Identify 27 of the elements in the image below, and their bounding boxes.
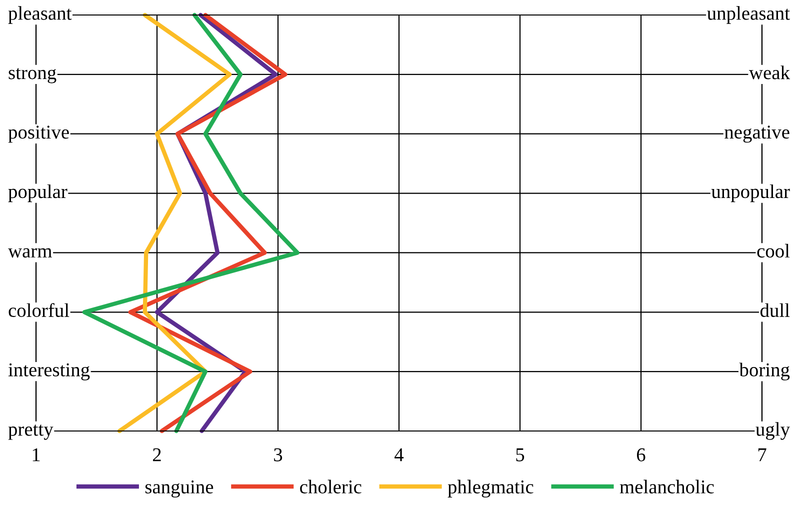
y2-tick-label: unpleasant bbox=[707, 6, 790, 24]
y-tick-label: warm bbox=[8, 248, 52, 258]
legend-label: phlegmatic bbox=[448, 480, 534, 498]
x-tick-label: 2 bbox=[152, 448, 161, 462]
x-tick-label: 7 bbox=[758, 448, 766, 462]
y-tick-label: strong bbox=[8, 68, 56, 84]
y-tick-label: positive bbox=[8, 126, 69, 143]
legend-label: sanguine bbox=[145, 480, 214, 498]
y2-tick-label: negative bbox=[724, 126, 790, 143]
y-tick-label: pleasant bbox=[8, 6, 72, 24]
x-tick-label: 3 bbox=[274, 448, 282, 462]
y-tick-label: interesting bbox=[8, 363, 90, 380]
y-tick-label: popular bbox=[8, 184, 68, 202]
y2-tick-label: unpopular bbox=[711, 184, 790, 202]
y-tick-label: pretty bbox=[8, 424, 54, 440]
legend-label: melancholic bbox=[620, 480, 714, 494]
x-tick-label: 1 bbox=[32, 448, 40, 462]
y2-tick-label: boring bbox=[739, 362, 790, 380]
y2-tick-label: cool bbox=[757, 244, 790, 258]
y2-tick-label: dull bbox=[760, 303, 790, 318]
y2-tick-label: ugly bbox=[756, 422, 790, 440]
x-tick-label: 6 bbox=[636, 448, 646, 462]
x-tick-label: 5 bbox=[516, 448, 524, 462]
y2-tick-label: weak bbox=[748, 66, 790, 80]
y-tick-label: colorful bbox=[8, 303, 70, 318]
x-tick-label: 4 bbox=[394, 448, 404, 462]
legend-label: choleric bbox=[300, 480, 362, 494]
